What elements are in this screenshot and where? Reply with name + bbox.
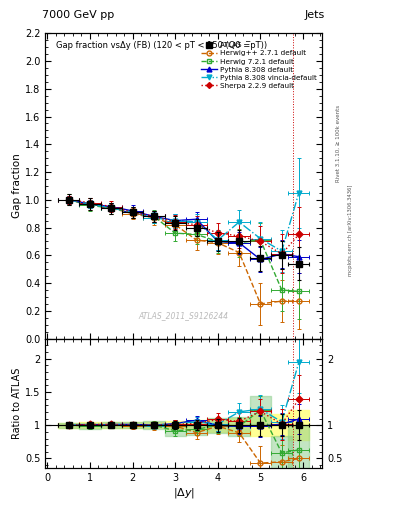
X-axis label: $|\Delta y|$: $|\Delta y|$ [173,486,195,500]
Text: 7000 GeV pp: 7000 GeV pp [42,10,115,19]
Text: ATLAS_2011_S9126244: ATLAS_2011_S9126244 [139,311,229,320]
Text: mcplots.cern.ch [arXiv:1306.3436]: mcplots.cern.ch [arXiv:1306.3436] [348,185,353,276]
Y-axis label: Ratio to ATLAS: Ratio to ATLAS [12,368,22,439]
Y-axis label: Gap fraction: Gap fraction [12,154,22,218]
Text: Gap fraction vsΔy (FB) (120 < pT < 150 (Q0 =̅pT)): Gap fraction vsΔy (FB) (120 < pT < 150 (… [56,41,267,50]
Text: Rivet 3.1.10, ≥ 100k events: Rivet 3.1.10, ≥ 100k events [336,105,341,182]
Text: Jets: Jets [305,10,325,19]
Legend: ATLAS, Herwig++ 2.7.1 default, Herwig 7.2.1 default, Pythia 8.308 default, Pythi: ATLAS, Herwig++ 2.7.1 default, Herwig 7.… [199,40,319,91]
